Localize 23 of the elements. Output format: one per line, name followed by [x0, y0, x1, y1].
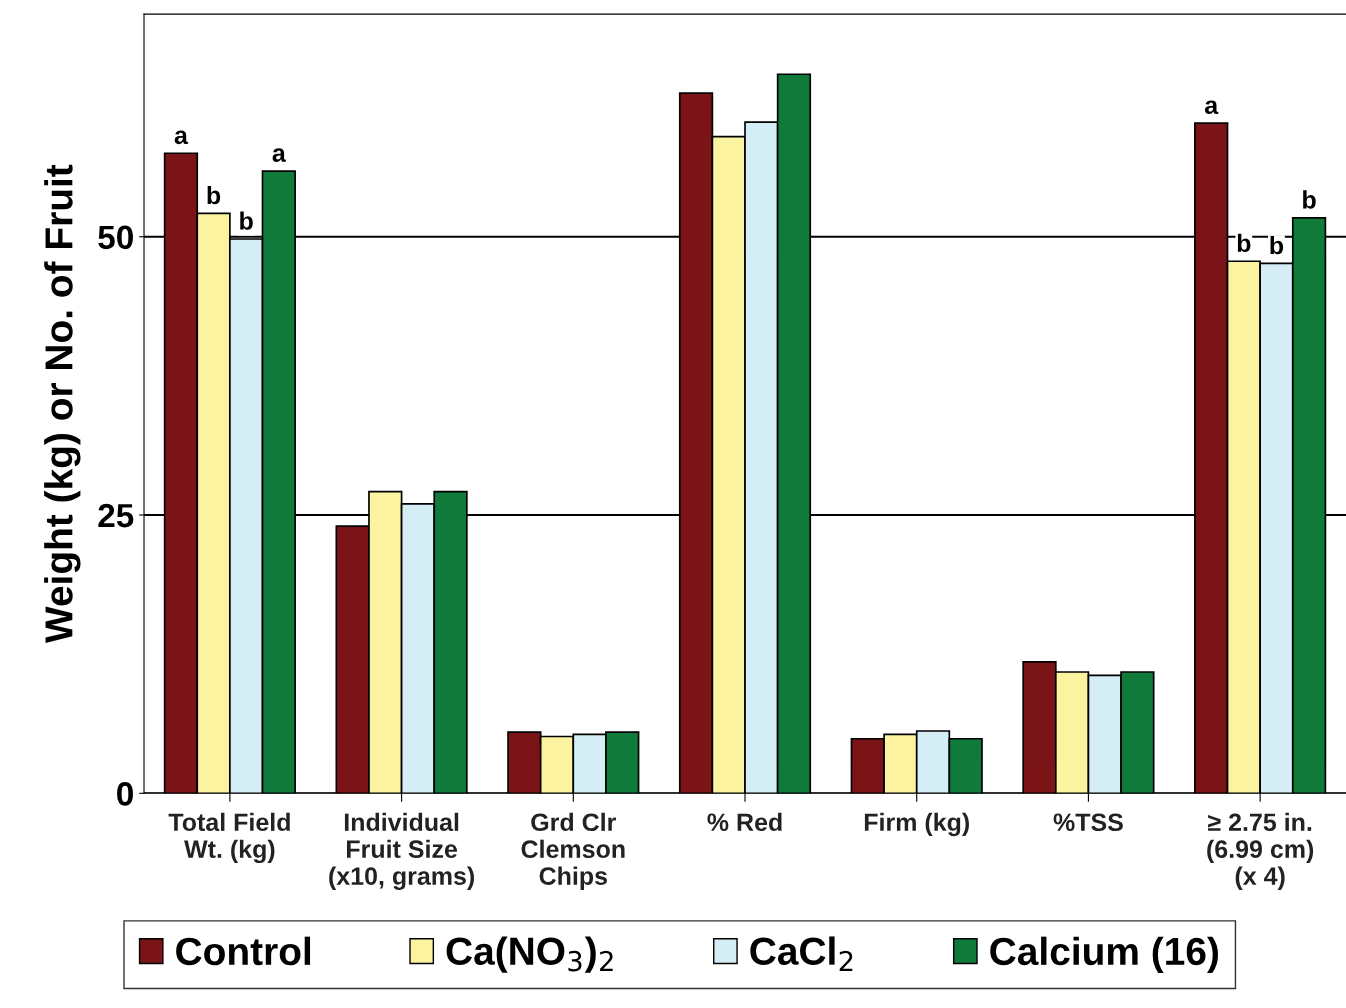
y-axis-title: Weight (kg) or No. of Fruit — [44, 164, 81, 644]
data-label: b — [1270, 235, 1284, 255]
legend-label: Ca(NO$_{3}$)$_{2}$ — [446, 936, 613, 973]
data-label: a — [1204, 100, 1219, 115]
data-label: b — [1237, 233, 1251, 253]
x-tick-label: ≥ 2.75 in. (6.99 cm) (x 4) — [1207, 812, 1314, 890]
y-tick-label: 0 — [117, 782, 133, 806]
x-tick-label: Grd Clr Clemson Chips — [521, 812, 625, 890]
x-tick-label: Individual Fruit Size (x10, grams) — [329, 812, 474, 891]
data-label: b — [207, 185, 221, 205]
x-tick-label: %TSS — [1053, 813, 1123, 832]
legend-label: CaCl$_{2}$ — [750, 936, 853, 972]
legend-label: Calcium (16) — [990, 936, 1218, 973]
x-tick-label: Firm (kg) — [864, 812, 969, 837]
x-tick-label: Total Field Wt. (kg) — [168, 812, 290, 864]
x-tick-label: % Red — [707, 812, 782, 832]
data-label: a — [272, 148, 286, 162]
y-tick-label: 25 — [98, 503, 134, 528]
legend-label: Control — [176, 936, 311, 966]
data-label: a — [174, 130, 189, 145]
data-label: b — [240, 211, 253, 230]
y-tick-label: 50 — [98, 225, 133, 250]
data-label: b — [1303, 190, 1316, 209]
